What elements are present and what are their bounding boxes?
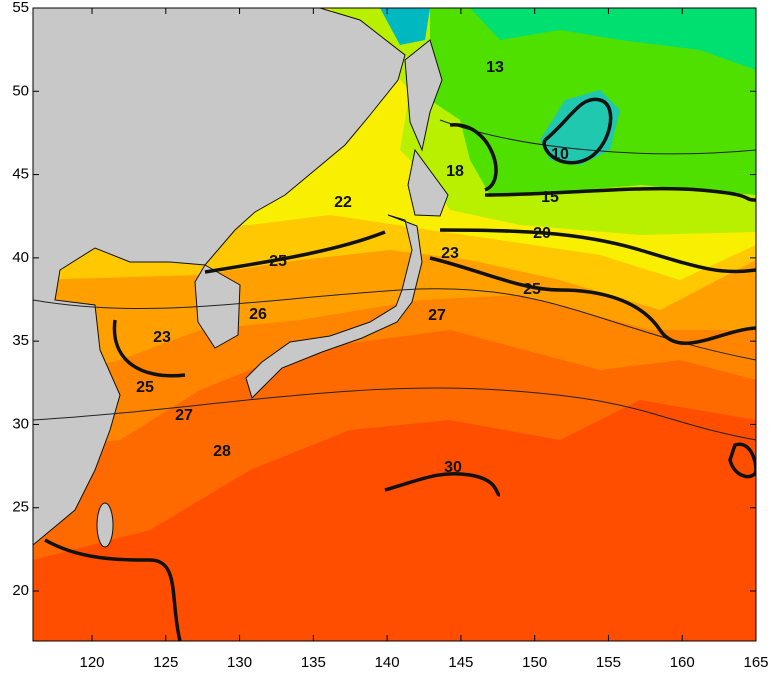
contour-line xyxy=(542,97,613,165)
land-asia xyxy=(33,8,406,546)
y-tick-label: 25 xyxy=(12,499,29,516)
contour-label: 10 xyxy=(551,146,569,163)
x-tick-label: 140 xyxy=(375,654,400,671)
contour-label: 28 xyxy=(213,443,231,460)
x-tick-label: 155 xyxy=(596,654,621,671)
contour-label: 27 xyxy=(428,307,446,324)
x-tick-label: 120 xyxy=(80,654,105,671)
map-area xyxy=(33,8,756,641)
contour-label: 25 xyxy=(269,253,287,270)
x-tick-label: 130 xyxy=(227,654,252,671)
contour-label: 27 xyxy=(175,407,193,424)
contour-line xyxy=(449,123,498,192)
contour-line xyxy=(112,319,186,378)
contour-label: 25 xyxy=(523,281,541,298)
contour-line xyxy=(44,538,182,641)
overlay: 120 125 130 135 140 145 150 155 160 165 20 25 30 35 40… xyxy=(12,0,768,671)
y-tick-label: 45 xyxy=(12,166,29,183)
cold-water xyxy=(380,8,430,45)
contour-label: 30 xyxy=(444,459,462,476)
water-band xyxy=(470,8,756,70)
x-tick-label: 145 xyxy=(448,654,473,671)
contour-line xyxy=(33,288,756,361)
contour-line xyxy=(384,471,501,497)
plot-frame xyxy=(32,7,757,642)
contour-line xyxy=(204,230,756,346)
contour-line xyxy=(484,186,756,202)
land-sakhalin xyxy=(404,39,443,152)
land-korea xyxy=(194,264,241,349)
x-tick-label: 125 xyxy=(153,654,178,671)
y-tick-label: 50 xyxy=(12,82,29,99)
contour-label: 18 xyxy=(446,163,464,180)
y-tick-label: 30 xyxy=(12,415,29,432)
contour-label: 23 xyxy=(441,245,459,262)
contour-label: 22 xyxy=(334,194,352,211)
contour-label: 20 xyxy=(533,225,551,242)
contour-label: 13 xyxy=(486,59,504,76)
contour-line xyxy=(33,387,756,441)
land-taiwan xyxy=(96,502,114,548)
y-tick-label: 20 xyxy=(12,582,29,599)
y-tick-label: 55 xyxy=(12,0,29,16)
contour-line xyxy=(439,228,756,274)
x-tick-label: 135 xyxy=(301,654,326,671)
x-tick-label: 150 xyxy=(522,654,547,671)
x-tick-label: 160 xyxy=(670,654,695,671)
contour-label: 15 xyxy=(541,189,559,206)
land-hokkaido xyxy=(407,148,449,217)
contour-label: 23 xyxy=(153,329,171,346)
y-tick-label: 35 xyxy=(12,332,29,349)
y-tick-label: 40 xyxy=(12,249,29,266)
contour-label: 26 xyxy=(249,306,267,323)
contour-label: 25 xyxy=(136,379,154,396)
x-tick-label: 165 xyxy=(743,654,768,671)
